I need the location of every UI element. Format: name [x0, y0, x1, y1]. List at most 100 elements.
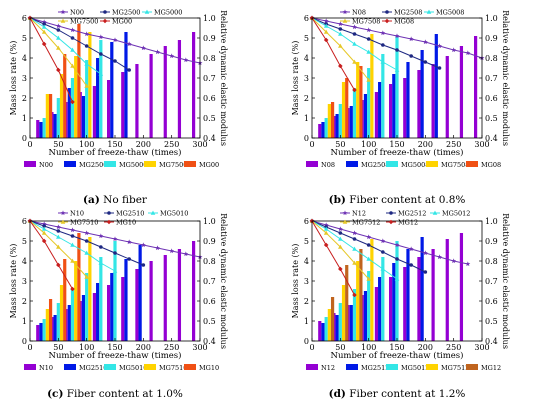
line-legend-label: MG2508 — [394, 9, 422, 17]
bar-MG7510 — [45, 309, 49, 341]
x-tick-label: 150 — [389, 140, 404, 149]
bar-legend-swatch — [144, 161, 156, 167]
point-MG00 — [70, 99, 75, 105]
x-tick-label: 300 — [474, 343, 489, 352]
bar-legend-swatch — [184, 161, 196, 167]
bar-MG5008 — [395, 36, 399, 138]
bar-MG5008 — [367, 68, 371, 138]
point-MG2510 — [84, 239, 89, 243]
bar-MG2512 — [321, 323, 325, 341]
bar-legend-swatch — [466, 161, 478, 167]
y-tick-label: 3 — [304, 277, 309, 286]
point-N00 — [55, 23, 61, 29]
caption-letter: (c) — [47, 388, 63, 400]
bar-MG00 — [48, 94, 53, 138]
point-MG5008 — [366, 49, 371, 54]
panel-a: 0 50 100 150 200 250 300 0 1 2 3 4 5 6 0.4 0.5 0.6 0.7 0.8… — [9, 9, 228, 170]
bar-MG7512 — [341, 285, 346, 341]
y2-tick-label: 1.0 — [203, 14, 216, 23]
bar-N08 — [417, 70, 421, 138]
y2-tick-label: 1.0 — [485, 14, 498, 23]
y2-axis-label: Relative dynamic elastic modulus — [219, 213, 228, 349]
point-MG08 — [352, 87, 357, 93]
bar-MG2510 — [81, 295, 86, 341]
bar-N10 — [135, 269, 139, 341]
bar-legend-swatch — [346, 364, 358, 370]
point-N08 — [352, 24, 357, 30]
line-legend-marker — [107, 211, 111, 215]
y-axis-label: Mass loss rate (%) — [291, 244, 300, 319]
bar-legend-label: MG5008 — [401, 161, 429, 169]
line-MG08 — [311, 17, 355, 91]
x-tick-label: 0 — [309, 343, 314, 352]
bar-MG5010 — [42, 319, 46, 341]
point-MG7508 — [352, 59, 357, 64]
y-tick-label: 6 — [22, 217, 27, 226]
panel-caption-a: (a) No fiber — [83, 194, 148, 206]
point-N08 — [323, 18, 329, 24]
y-axis-label: Mass loss rate (%) — [291, 41, 300, 116]
bar-MG5012 — [367, 271, 371, 341]
point-N08 — [337, 21, 343, 27]
line-legend-label: MG7512 — [352, 219, 380, 227]
bar-legend-label: MG2508 — [361, 161, 389, 169]
bar-MG2512 — [378, 277, 382, 341]
bar-MG2510 — [110, 273, 114, 341]
y2-axis-label: Relative dynamic elastic modulus — [219, 10, 228, 146]
bar-legend-swatch — [386, 364, 398, 370]
point-N08 — [394, 33, 400, 39]
point-N08 — [380, 30, 386, 36]
y2-axis-label: Relative dynamic elastic modulus — [501, 10, 510, 146]
line-MG5000 — [29, 17, 102, 75]
x-tick-label: 100 — [79, 140, 94, 149]
line-legend-label: MG5000 — [154, 9, 182, 17]
point-MG7500 — [41, 29, 47, 34]
point-MG7512 — [352, 260, 357, 265]
bar-N12 — [374, 287, 379, 341]
point-N00 — [70, 27, 75, 33]
bar-MG12 — [345, 265, 349, 341]
bar-MG00 — [77, 24, 81, 138]
bar-legend-label: MG7512 — [441, 364, 469, 372]
line-legend-label: MG5010 — [160, 210, 188, 218]
point-N12 — [323, 222, 329, 228]
line-legend-label: N00 — [70, 9, 84, 17]
y2-tick-label: 0.6 — [485, 297, 498, 306]
point-N10 — [41, 221, 47, 227]
point-MG00 — [56, 67, 61, 73]
bar-legend-swatch — [104, 161, 116, 167]
bar-MG2500 — [53, 114, 57, 138]
y-tick-label: 3 — [304, 74, 309, 83]
line-legend-marker — [432, 210, 438, 215]
y2-tick-label: 0.5 — [203, 114, 216, 123]
caption-text: No fiber — [100, 194, 148, 206]
x-tick-label: 250 — [446, 140, 461, 149]
bar-MG2508 — [378, 82, 382, 138]
point-MG12 — [352, 292, 357, 298]
x-tick-label: 50 — [335, 343, 345, 352]
point-MG2508 — [352, 32, 357, 36]
bar-N00 — [36, 120, 40, 138]
point-N08 — [422, 39, 428, 45]
point-MG7510 — [84, 274, 89, 279]
point-MG5010 — [98, 260, 104, 265]
y2-tick-label: 0.7 — [485, 277, 498, 286]
line-MG12 — [311, 220, 355, 296]
point-N12 — [394, 242, 400, 248]
line-N12 — [311, 220, 468, 265]
bar-legend-label: MG08 — [481, 161, 501, 169]
point-MG5010 — [41, 226, 47, 231]
bar-MG5008 — [324, 118, 328, 138]
point-MG2500 — [127, 68, 131, 72]
point-N10 — [126, 239, 132, 245]
bar-legend-label: N08 — [321, 161, 335, 169]
point-MG7512 — [366, 276, 371, 281]
point-MG5008 — [394, 67, 400, 72]
line-legend-marker — [342, 219, 348, 224]
point-MG2510 — [56, 229, 61, 233]
y2-tick-label: 0.5 — [485, 317, 498, 326]
point-MG2500 — [99, 52, 103, 56]
bar-MG2512 — [363, 291, 368, 341]
point-MG2512 — [423, 270, 428, 274]
bar-MG2500 — [67, 88, 71, 138]
